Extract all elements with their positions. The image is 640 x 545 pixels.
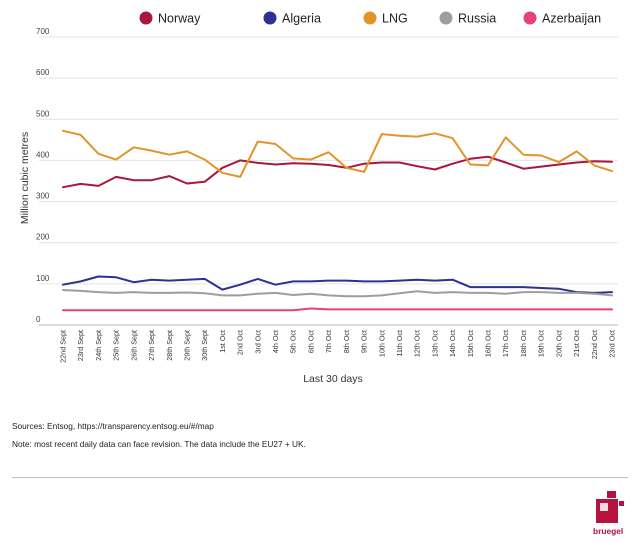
y-tick-label: 400 xyxy=(36,150,50,159)
x-tick-label: 22nd Oct xyxy=(590,330,599,359)
y-tick-label: 100 xyxy=(36,274,50,283)
x-tick-label: 24th Sept xyxy=(94,330,103,361)
note-text: Note: most recent daily data can face re… xyxy=(12,439,306,449)
x-tick-label: 8th Oct xyxy=(342,330,351,353)
x-tick-label: 14th Oct xyxy=(448,330,457,357)
x-tick-label: 27th Sept xyxy=(147,330,156,361)
x-tick-label: 18th Oct xyxy=(519,330,528,357)
x-tick-label: 16th Oct xyxy=(484,330,493,357)
x-tick-label: 9th Oct xyxy=(360,330,369,353)
x-tick-label: 11th Oct xyxy=(395,330,404,357)
y-axis-ticks: 0 100 200 300 400 500 600 700 xyxy=(36,27,50,324)
chart-legend: Norway Algeria LNG Russia Azerbaijan xyxy=(139,11,601,26)
line-chart: Norway Algeria LNG Russia Azerbaijan 0 100 200… xyxy=(19,11,618,385)
y-tick-label: 500 xyxy=(36,109,50,118)
series-line-norway xyxy=(62,155,613,189)
x-tick-label: 13th Oct xyxy=(430,330,439,357)
legend-marker-algeria xyxy=(263,11,277,25)
x-tick-label: 7th Oct xyxy=(324,330,333,353)
chart-grid xyxy=(39,36,618,326)
series-line-algeria xyxy=(62,275,613,294)
x-tick-label: 19th Oct xyxy=(537,330,546,357)
legend-label-russia: Russia xyxy=(458,12,496,26)
y-tick-label: 0 xyxy=(36,315,41,324)
x-tick-label: 10th Oct xyxy=(377,330,386,357)
series-line-lng xyxy=(62,129,613,178)
x-axis-title: Last 30 days xyxy=(303,373,363,385)
logo-square-light xyxy=(600,503,608,511)
y-tick-label: 600 xyxy=(36,68,50,77)
x-axis-ticks: 22nd Sept 23rd Sept 24th Sept 25th Sept 26th… xyxy=(59,330,617,363)
y-tick-label: 200 xyxy=(36,233,50,242)
x-tick-label: 21st Oct xyxy=(572,330,581,357)
logo-square-top xyxy=(607,491,616,498)
x-tick-label: 28th Sept xyxy=(165,330,174,361)
y-tick-label: 300 xyxy=(36,192,50,201)
x-tick-label: 6th Oct xyxy=(306,330,315,353)
y-tick-label: 700 xyxy=(36,27,50,36)
x-tick-label: 22nd Sept xyxy=(59,330,68,363)
x-tick-label: 3rd Oct xyxy=(253,330,262,354)
x-tick-label: 29th Sept xyxy=(182,330,191,361)
chart-series xyxy=(62,129,613,312)
x-tick-label: 26th Sept xyxy=(129,330,138,361)
logo-text: bruegel xyxy=(593,526,623,536)
legend-label-algeria: Algeria xyxy=(282,12,321,26)
footer-divider xyxy=(12,477,628,478)
legend-marker-lng xyxy=(363,11,377,25)
x-tick-label: 15th Oct xyxy=(466,330,475,357)
legend-marker-azerbaijan xyxy=(523,11,537,25)
x-tick-label: 23rd Sept xyxy=(76,330,85,361)
x-tick-label: 17th Oct xyxy=(501,330,510,357)
legend-marker-norway xyxy=(139,11,153,25)
x-tick-label: 4th Oct xyxy=(271,330,280,353)
y-axis-title: Million cubic metres xyxy=(19,132,31,224)
x-tick-label: 30th Sept xyxy=(200,330,209,361)
x-tick-label: 2nd Oct xyxy=(236,330,245,355)
legend-label-norway: Norway xyxy=(158,12,201,26)
logo-square-small xyxy=(619,501,624,506)
x-tick-label: 25th Sept xyxy=(112,330,121,361)
legend-label-azerbaijan: Azerbaijan xyxy=(542,12,601,26)
x-tick-label: 1st Oct xyxy=(218,330,227,353)
bruegel-logo: bruegel xyxy=(593,491,624,536)
x-tick-label: 12th Oct xyxy=(413,330,422,357)
x-tick-label: 23rd Oct xyxy=(608,330,617,358)
x-tick-label: 20th Oct xyxy=(554,330,563,357)
legend-marker-russia xyxy=(439,11,453,25)
sources-text: Sources: Entsog, https://transparency.en… xyxy=(12,421,214,431)
series-line-azerbaijan xyxy=(62,307,613,312)
x-tick-label: 5th Oct xyxy=(289,330,298,353)
legend-label-lng: LNG xyxy=(382,12,408,26)
series-line-russia xyxy=(62,289,613,298)
